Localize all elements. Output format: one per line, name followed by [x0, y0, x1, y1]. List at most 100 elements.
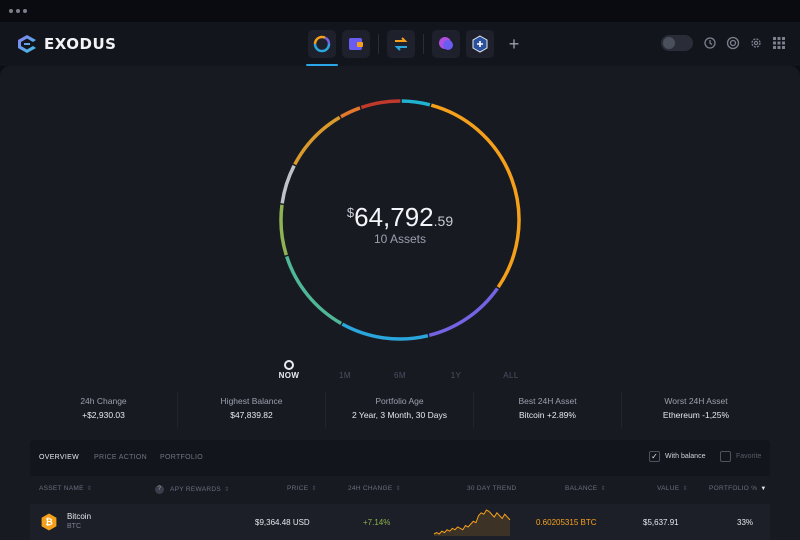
- window-dot-icon[interactable]: [9, 9, 13, 13]
- stat-label: Worst 24H Asset: [664, 396, 728, 406]
- currency-symbol: $: [346, 205, 355, 220]
- tab-overview[interactable]: OVERVIEW: [39, 454, 80, 461]
- allocation-segment[interactable]: [428, 287, 499, 338]
- stat-value: +$2,930.03: [82, 410, 125, 420]
- col-label: 30 DAY TREND: [467, 485, 517, 492]
- window-titlebar: [0, 0, 800, 22]
- nav-divider: [423, 34, 424, 54]
- stat-worst-asset: Worst 24H Asset Ethereum -1,25%: [622, 392, 770, 428]
- exodus-logo: EXODUS: [16, 34, 116, 54]
- asset-table-tabs: OVERVIEW PRICE ACTION PORTFOLIO ✓ With b…: [30, 440, 770, 476]
- range-1y[interactable]: 1Y: [450, 371, 462, 380]
- exchange-icon: [394, 37, 408, 51]
- col-label: ASSET NAME: [39, 485, 84, 492]
- stat-24h-change: 24h Change +$2,930.03: [30, 392, 178, 428]
- stat-label: Portfolio Age: [375, 396, 424, 406]
- range-now[interactable]: NOW: [278, 371, 300, 380]
- range-marker-icon: [284, 360, 294, 370]
- col-label: VALUE: [657, 485, 680, 492]
- range-1m[interactable]: 1M: [339, 371, 351, 380]
- lock-toggle[interactable]: [661, 35, 693, 51]
- 30-day-trend-sparkline: [433, 509, 511, 536]
- with-balance-checkbox[interactable]: ✓: [649, 451, 660, 462]
- range-all[interactable]: ALL: [503, 371, 519, 380]
- asset-price: $9,364.48 USD: [255, 518, 310, 527]
- balance-integer: 64,792: [354, 202, 434, 232]
- table-row[interactable]: ₿ Bitcoin BTC $9,364.48 USD +7.14% 0.602…: [30, 504, 770, 540]
- range-6m[interactable]: 6M: [394, 371, 406, 380]
- asset-24h-change: +7.14%: [363, 518, 391, 527]
- bitcoin-icon: ₿: [41, 513, 57, 531]
- settings-icon[interactable]: [749, 36, 763, 50]
- help-icon[interactable]: ?: [155, 485, 164, 494]
- stat-label: Highest Balance: [220, 396, 283, 406]
- favorite-label: Favorite: [736, 453, 762, 460]
- asset-portfolio-pct: 33%: [737, 518, 754, 527]
- portfolio-allocation-ring: [279, 99, 521, 341]
- history-icon[interactable]: [703, 36, 717, 50]
- stat-best-asset: Best 24H Asset Bitcoin +2.89%: [474, 392, 622, 428]
- svg-text:₿: ₿: [45, 517, 52, 528]
- assets-count: 10 Assets: [373, 232, 427, 246]
- allocation-segment[interactable]: [279, 204, 288, 256]
- stat-highest-balance: Highest Balance $47,839.82: [178, 392, 326, 428]
- portfolio-tab[interactable]: [306, 30, 338, 66]
- allocation-segment[interactable]: [341, 322, 429, 341]
- col-apy-rewards[interactable]: ? APY REWARDS ⇕: [155, 485, 229, 494]
- window-dot-icon[interactable]: [23, 9, 27, 13]
- lock-icon: [663, 37, 675, 49]
- col-label: BALANCE: [565, 485, 598, 492]
- portfolio-ring-icon: [313, 35, 331, 53]
- stat-value: 2 Year, 3 Month, 30 Days: [352, 410, 447, 420]
- stat-value: Ethereum -1,25%: [662, 410, 730, 420]
- col-asset-name[interactable]: ASSET NAME ⇕: [39, 485, 92, 492]
- window-dot-icon[interactable]: [16, 9, 20, 13]
- asset-ticker: BTC: [67, 523, 81, 530]
- app-name: EXODUS: [44, 35, 117, 53]
- allocation-segment[interactable]: [401, 99, 431, 107]
- favorite-checkbox[interactable]: [720, 451, 731, 462]
- main-nav: +: [306, 30, 528, 66]
- balance-decimals: .59: [433, 213, 454, 229]
- time-range-selector: NOW 1M 6M 1Y ALL: [0, 360, 800, 390]
- asset-name: Bitcoin: [67, 512, 92, 521]
- allocation-segment[interactable]: [285, 255, 343, 325]
- allocation-segment[interactable]: [280, 164, 296, 204]
- app-header: EXODUS: [0, 22, 800, 66]
- sort-icon: ⇕: [86, 486, 93, 492]
- col-30-day-trend: 30 DAY TREND: [467, 485, 516, 492]
- app-avatar-tab[interactable]: [432, 30, 460, 58]
- col-24h-change[interactable]: 24H CHANGE ⇕: [348, 485, 401, 492]
- allocation-segment[interactable]: [430, 103, 521, 289]
- grid-icon[interactable]: [772, 36, 786, 50]
- wallet-icon: [349, 38, 363, 50]
- trend-line: [433, 509, 511, 535]
- allocation-segment[interactable]: [293, 115, 341, 166]
- col-portfolio-pct[interactable]: PORTFOLIO % ▼: [709, 485, 767, 492]
- tab-portfolio[interactable]: PORTFOLIO: [160, 454, 204, 461]
- plus-icon: +: [508, 33, 520, 54]
- sort-icon: ⇕: [600, 486, 606, 492]
- purple-face-icon: [439, 37, 453, 50]
- allocation-segment[interactable]: [360, 99, 401, 110]
- sort-icon: ⇕: [395, 486, 401, 492]
- with-balance-label: With balance: [665, 453, 706, 460]
- stat-label: 24h Change: [80, 396, 127, 406]
- col-value[interactable]: VALUE ⇕: [657, 485, 688, 492]
- exchange-tab[interactable]: [387, 30, 415, 58]
- asset-value: $5,637.91: [643, 518, 679, 527]
- app-cube-tab[interactable]: [466, 30, 494, 58]
- tab-price-action[interactable]: PRICE ACTION: [94, 454, 147, 461]
- add-app-button[interactable]: +: [500, 30, 528, 58]
- col-label: PRICE: [287, 485, 309, 492]
- support-icon[interactable]: [726, 36, 740, 50]
- col-label: APY REWARDS: [170, 486, 221, 494]
- allocation-segment[interactable]: [340, 106, 361, 119]
- col-price[interactable]: PRICE ⇕: [287, 485, 317, 492]
- sort-desc-icon: ▼: [760, 486, 767, 492]
- col-balance[interactable]: BALANCE ⇕: [565, 485, 606, 492]
- portfolio-stats: 24h Change +$2,930.03 Highest Balance $4…: [30, 392, 770, 428]
- col-label: PORTFOLIO %: [709, 485, 758, 492]
- wallet-tab[interactable]: [342, 30, 370, 58]
- exodus-logo-icon: [18, 35, 36, 53]
